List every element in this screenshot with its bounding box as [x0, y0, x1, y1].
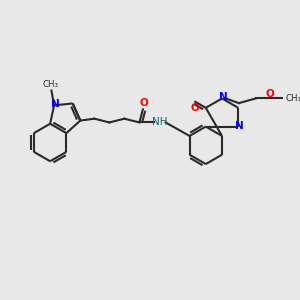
Text: CH₃: CH₃ [43, 80, 58, 89]
Text: N: N [235, 121, 244, 130]
Text: O: O [190, 103, 199, 113]
Text: NH: NH [152, 117, 168, 128]
Text: N: N [51, 99, 59, 110]
Text: N: N [219, 92, 227, 103]
Text: CH₃: CH₃ [285, 94, 300, 103]
Text: O: O [140, 98, 148, 108]
Text: O: O [266, 89, 274, 99]
